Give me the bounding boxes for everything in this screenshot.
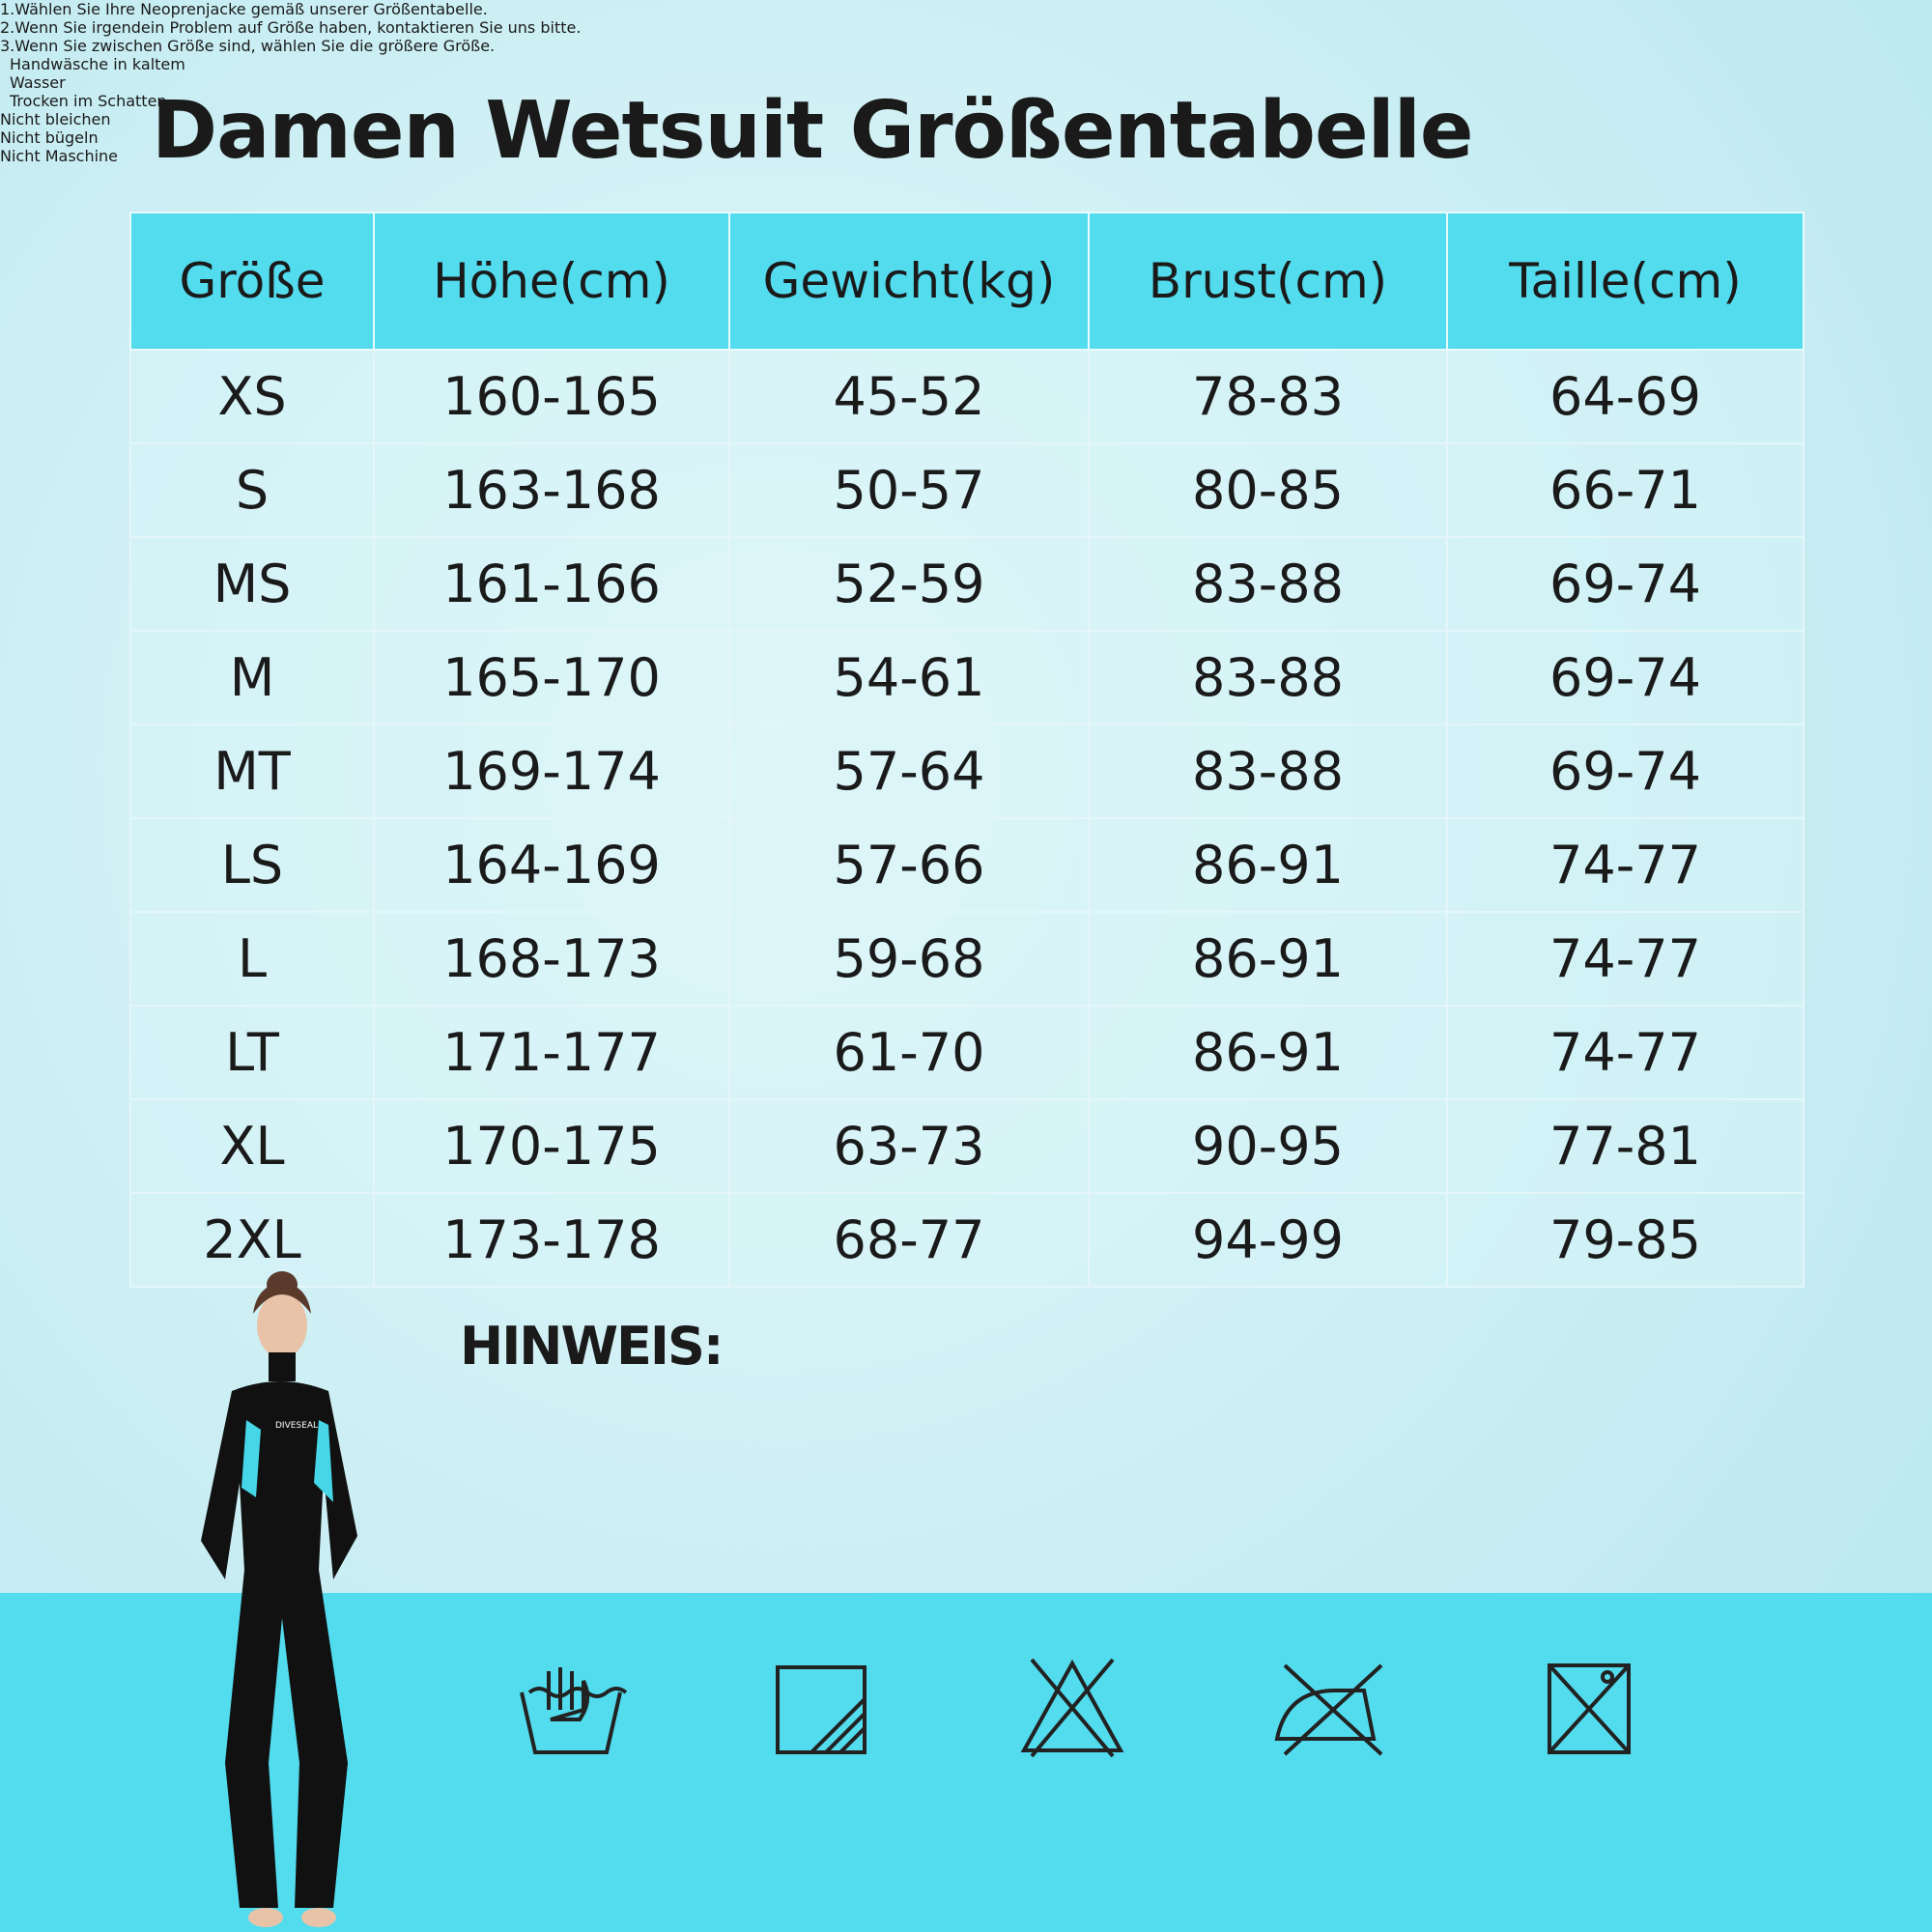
table-cell: 61-70 xyxy=(728,1005,1090,1100)
table-row: M 165-170 54-61 83-88 69-74 xyxy=(129,630,1804,725)
notes: 1.Wählen Sie Ihre Neoprenjacke gemäß uns… xyxy=(0,0,1932,55)
table-cell: 90-95 xyxy=(1088,1098,1448,1194)
table-cell: 45-52 xyxy=(728,349,1090,444)
table-row: S 163-168 50-57 80-85 66-71 xyxy=(129,442,1804,538)
table-cell: 68-77 xyxy=(728,1192,1090,1288)
table-cell: 170-175 xyxy=(373,1098,730,1194)
note-item: 1.Wählen Sie Ihre Neoprenjacke gemäß uns… xyxy=(0,0,488,18)
table-cell: 74-77 xyxy=(1446,1005,1804,1100)
table-cell: 54-61 xyxy=(728,630,1090,725)
table-row: 2XL 173-178 68-77 94-99 79-85 xyxy=(129,1192,1804,1288)
table-cell: S xyxy=(129,442,375,538)
care-label: Nicht Maschine xyxy=(0,147,119,165)
table-cell: 74-77 xyxy=(1446,817,1804,913)
column-header: Größe xyxy=(129,212,375,351)
table-cell: 83-88 xyxy=(1088,630,1448,725)
table-row: L 168-173 59-68 86-91 74-77 xyxy=(129,911,1804,1007)
table-cell: 83-88 xyxy=(1088,536,1448,632)
table-cell: 86-91 xyxy=(1088,911,1448,1007)
table-cell: MT xyxy=(129,724,375,819)
table-cell: 86-91 xyxy=(1088,817,1448,913)
table-cell: 94-99 xyxy=(1088,1192,1448,1288)
table-cell: 57-66 xyxy=(728,817,1090,913)
table-cell: 78-83 xyxy=(1088,349,1448,444)
table-cell: 161-166 xyxy=(373,536,730,632)
size-table: Größe Höhe(cm) Gewicht(kg) Brust(cm) Taille(… xyxy=(129,212,1804,1288)
column-header: Taille(cm) xyxy=(1446,212,1804,351)
care-labels: Handwäsche in kaltem Wasser Trocken im Sc… xyxy=(0,55,1932,165)
table-row: XL 170-175 63-73 90-95 77-81 xyxy=(129,1098,1804,1194)
table-cell: 64-69 xyxy=(1446,349,1804,444)
title: Damen Wetsuit Größentabelle xyxy=(152,85,1473,177)
column-header: Gewicht(kg) xyxy=(728,212,1090,351)
table-cell: 163-168 xyxy=(373,442,730,538)
table-cell: 69-74 xyxy=(1446,630,1804,725)
notes-heading: HINWEIS: xyxy=(460,1316,724,1377)
table-row: LS 164-169 57-66 86-91 74-77 xyxy=(129,817,1804,913)
table-row: MT 169-174 57-64 83-88 69-74 xyxy=(129,724,1804,819)
table-cell: 52-59 xyxy=(728,536,1090,632)
table-cell: 160-165 xyxy=(373,349,730,444)
table-cell: XS xyxy=(129,349,375,444)
table-cell: 69-74 xyxy=(1446,724,1804,819)
table-cell: 66-71 xyxy=(1446,442,1804,538)
table-cell: 2XL xyxy=(129,1192,375,1288)
table-cell: MS xyxy=(129,536,375,632)
table-cell: 79-85 xyxy=(1446,1192,1804,1288)
table-cell: L xyxy=(129,911,375,1007)
care-band xyxy=(0,1593,1932,1932)
care-label: Trocken im Schatten xyxy=(10,92,167,110)
table-cell: 74-77 xyxy=(1446,911,1804,1007)
note-item: 2.Wenn Sie irgendein Problem auf Größe h… xyxy=(0,18,582,37)
table-row: XS 160-165 45-52 78-83 64-69 xyxy=(129,349,1804,444)
table-cell: M xyxy=(129,630,375,725)
care-label: Nicht bügeln xyxy=(0,128,99,147)
table-row: MS 161-166 52-59 83-88 69-74 xyxy=(129,536,1804,632)
brand: DIVESEAL xyxy=(275,1421,318,1431)
table-cell: 171-177 xyxy=(373,1005,730,1100)
header-row: Größe Höhe(cm) Gewicht(kg) Brust(cm) Taille(… xyxy=(129,212,1804,351)
table-cell: 50-57 xyxy=(728,442,1090,538)
table-cell: 169-174 xyxy=(373,724,730,819)
column-header: Höhe(cm) xyxy=(373,212,730,351)
care-label: Handwäsche in kaltem Wasser xyxy=(10,55,185,92)
table-cell: 69-74 xyxy=(1446,536,1804,632)
table-cell: 77-81 xyxy=(1446,1098,1804,1194)
table-cell: LS xyxy=(129,817,375,913)
table-cell: LT xyxy=(129,1005,375,1100)
table-cell: 164-169 xyxy=(373,817,730,913)
table-cell: 165-170 xyxy=(373,630,730,725)
table-cell: 86-91 xyxy=(1088,1005,1448,1100)
table-row: LT 171-177 61-70 86-91 74-77 xyxy=(129,1005,1804,1100)
table-cell: 63-73 xyxy=(728,1098,1090,1194)
table-cell: 57-64 xyxy=(728,724,1090,819)
table-cell: 59-68 xyxy=(728,911,1090,1007)
table-cell: 83-88 xyxy=(1088,724,1448,819)
note-item: 3.Wenn Sie zwischen Größe sind, wählen S… xyxy=(0,37,496,55)
table-cell: 168-173 xyxy=(373,911,730,1007)
table-cell: 173-178 xyxy=(373,1192,730,1288)
column-header: Brust(cm) xyxy=(1088,212,1448,351)
table-cell: 80-85 xyxy=(1088,442,1448,538)
table-body: XS 160-165 45-52 78-83 64-69 S 163-168 50-57 80-… xyxy=(129,349,1804,1288)
care-label: Nicht bleichen xyxy=(0,110,111,128)
table-cell: XL xyxy=(129,1098,375,1194)
